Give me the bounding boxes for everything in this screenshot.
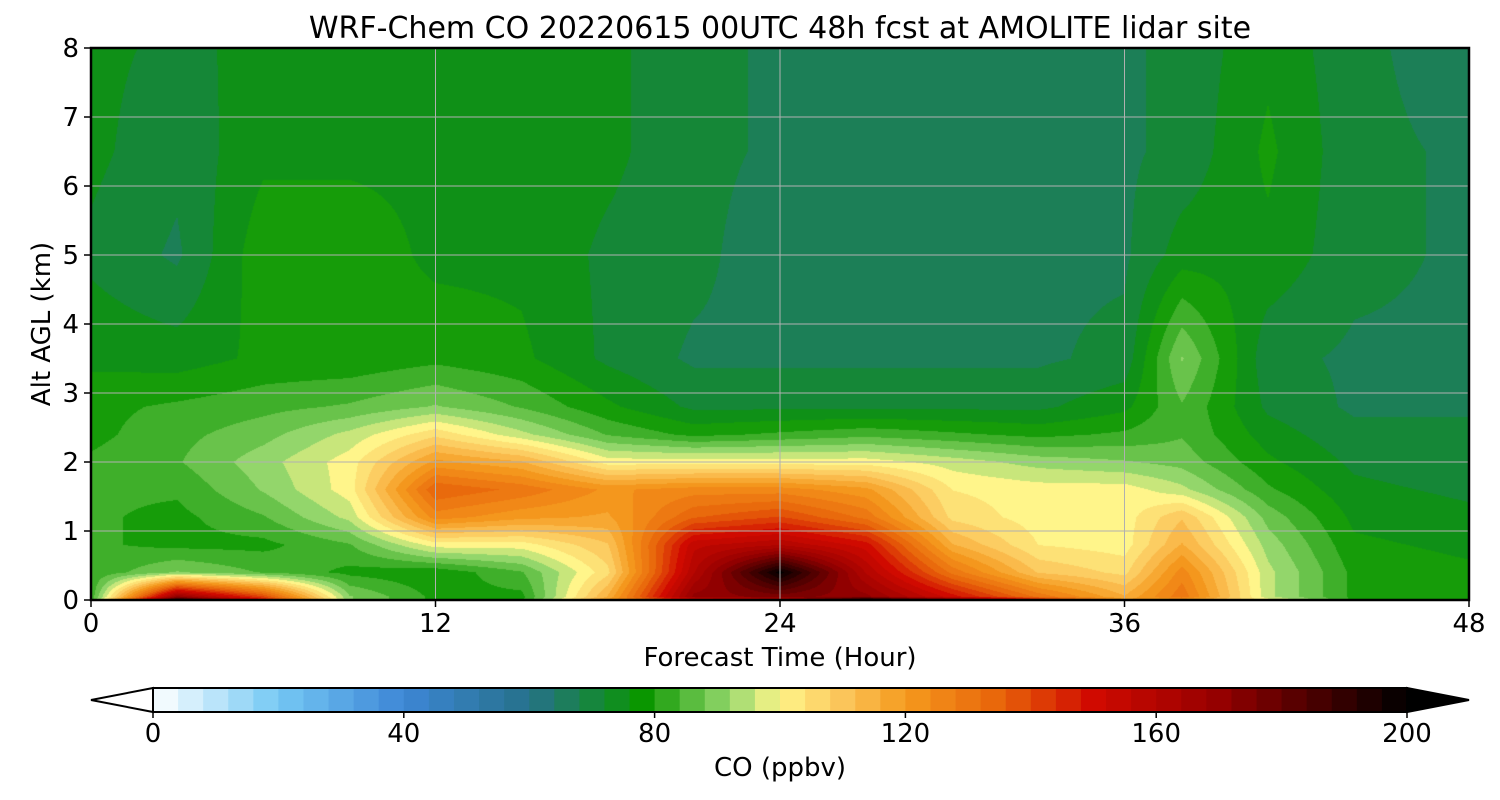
colorbar-swatch — [353, 688, 380, 712]
colorbar-extend-high — [1406, 686, 1470, 714]
colorbar-swatch — [679, 688, 706, 712]
colorbar-swatch — [654, 688, 681, 712]
colorbar-swatch — [1156, 688, 1182, 712]
colorbar-swatch — [729, 688, 756, 712]
y-tick-label: 6 — [62, 172, 79, 202]
colorbar-swatch — [1106, 688, 1132, 712]
y-tick-label: 3 — [62, 379, 79, 409]
colorbar-swatch — [1331, 688, 1358, 712]
colorbar-swatch — [303, 688, 330, 712]
y-tick-label: 7 — [62, 103, 79, 133]
x-tick-label: 48 — [1452, 609, 1485, 639]
colorbar-swatch — [1281, 688, 1308, 712]
colorbar-swatch — [504, 688, 530, 712]
colorbar-swatch — [554, 688, 580, 712]
x-tick-label: 12 — [419, 609, 452, 639]
colorbar-swatch — [1256, 688, 1283, 712]
colorbar-swatch — [328, 688, 355, 712]
colorbar-swatch — [178, 688, 204, 712]
colorbar-swatch — [1080, 688, 1107, 712]
colorbar-swatch — [1181, 688, 1207, 712]
chart-title: WRF-Chem CO 20220615 00UTC 48h fcst at A… — [309, 11, 1251, 46]
y-tick-label: 1 — [62, 517, 79, 547]
colorbar-swatch — [153, 688, 179, 712]
y-tick-label: 8 — [62, 34, 79, 64]
colorbar-swatch — [754, 688, 781, 712]
colorbar-swatch — [1030, 688, 1057, 712]
colorbar-tick-label: 40 — [387, 719, 420, 749]
colorbar-tick-label: 80 — [638, 719, 671, 749]
y-tick-label: 2 — [62, 448, 79, 478]
colorbar-swatch — [1055, 688, 1082, 712]
y-axis: 0 1 2 3 4 5 6 7 8 — [62, 34, 91, 616]
colorbar-swatch — [253, 688, 279, 712]
colorbar-swatch — [1356, 688, 1383, 712]
colorbar-swatch — [579, 688, 606, 712]
colorbar-swatch — [604, 688, 631, 712]
colorbar-swatch — [830, 688, 856, 712]
colorbar-tick-label: 160 — [1131, 719, 1181, 749]
colorbar-swatch — [780, 688, 806, 712]
colorbar-tick-label: 200 — [1382, 719, 1432, 749]
colorbar-swatch — [529, 688, 555, 712]
y-tick-label: 5 — [62, 241, 79, 271]
colorbar-swatch — [453, 688, 480, 712]
colorbar-swatch — [905, 688, 932, 712]
colorbar-swatch — [880, 688, 906, 712]
colorbar-swatch — [1231, 688, 1258, 712]
x-axis-label: Forecast Time (Hour) — [643, 643, 916, 673]
colorbar-swatch — [1131, 688, 1157, 712]
colorbar-swatch — [1381, 688, 1408, 712]
colorbar-swatch — [855, 688, 881, 712]
colorbar: 0 40 80 120 160 200 — [90, 686, 1470, 749]
colorbar-tick-label: 0 — [145, 719, 162, 749]
colorbar-swatch — [955, 688, 982, 712]
colorbar-swatch — [403, 688, 430, 712]
colorbar-swatch — [203, 688, 229, 712]
colorbar-swatch — [278, 688, 305, 712]
plot-area — [89, 46, 1471, 602]
colorbar-swatch — [805, 688, 831, 712]
colorbar-swatch — [930, 688, 957, 712]
colorbar-swatch — [378, 688, 405, 712]
x-axis: 0 12 24 36 48 — [83, 600, 1486, 639]
x-tick-label: 36 — [1108, 609, 1141, 639]
colorbar-swatch — [980, 688, 1007, 712]
colorbar-frame — [152, 687, 1408, 713]
y-tick-label: 4 — [62, 310, 79, 340]
colorbar-swatch — [704, 688, 731, 712]
y-tick-label: 0 — [62, 586, 79, 616]
colorbar-swatch — [1005, 688, 1032, 712]
colorbar-swatches — [153, 688, 1408, 712]
colorbar-extend-low — [90, 686, 154, 714]
colorbar-swatch — [1206, 688, 1233, 712]
colorbar-swatch — [629, 688, 656, 712]
colorbar-swatch — [1306, 688, 1333, 712]
colorbar-label: CO (ppbv) — [714, 753, 846, 783]
y-axis-label: Alt AGL (km) — [27, 242, 57, 406]
colorbar-tick-label: 120 — [881, 719, 931, 749]
x-tick-label: 24 — [763, 609, 796, 639]
x-tick-label: 0 — [83, 609, 100, 639]
colorbar-swatch — [228, 688, 254, 712]
colorbar-swatch — [428, 688, 455, 712]
colorbar-ticks: 0 40 80 120 160 200 — [145, 712, 1432, 749]
colorbar-swatch — [479, 688, 505, 712]
